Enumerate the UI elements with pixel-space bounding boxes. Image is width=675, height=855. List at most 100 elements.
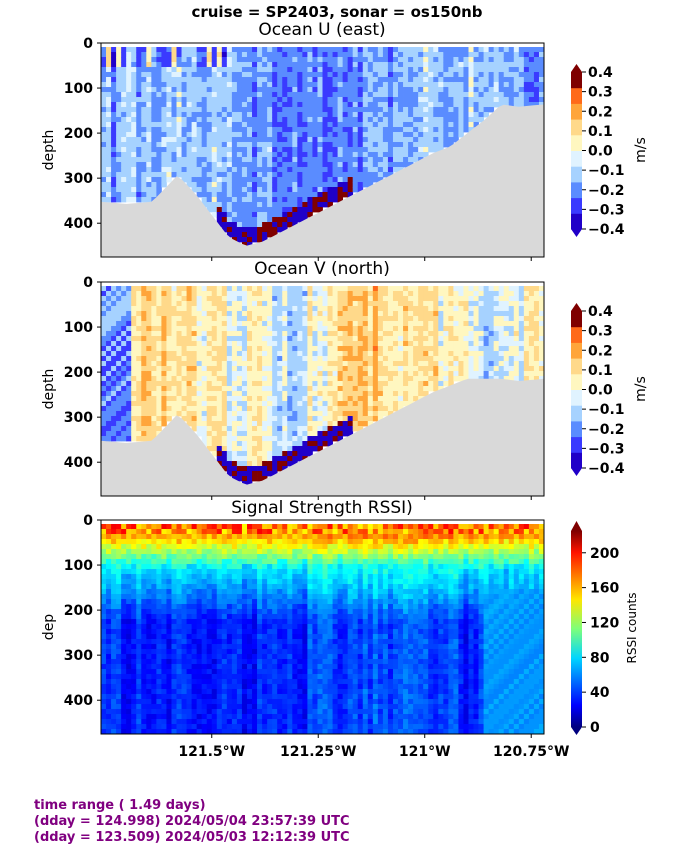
data-cell (116, 142, 122, 148)
data-cell (408, 356, 414, 362)
data-cell (423, 107, 429, 113)
data-cell (342, 311, 349, 317)
data-cell (287, 147, 293, 153)
data-cell (221, 187, 228, 193)
data-cell (367, 52, 374, 58)
data-cell (156, 396, 162, 402)
data-cell (312, 406, 318, 412)
data-cell (332, 142, 338, 148)
data-cell (418, 77, 424, 83)
data-cell (413, 97, 419, 103)
data-cell (312, 122, 318, 128)
data-cell (111, 152, 117, 158)
data-cell (438, 381, 444, 387)
data-cell (246, 441, 253, 447)
data-cell (246, 67, 253, 73)
data-cell (292, 301, 298, 307)
data-cell (297, 162, 303, 168)
data-cell (292, 117, 298, 123)
data-cell (236, 381, 243, 387)
data-cell (433, 326, 439, 332)
data-cell (287, 167, 293, 173)
data-cell (211, 202, 218, 208)
data-cell (206, 57, 213, 63)
data-cell (423, 127, 429, 133)
data-cell (236, 406, 243, 412)
data-cell (352, 336, 359, 342)
data-cell (241, 137, 248, 143)
data-cell (211, 436, 218, 442)
data-cell (443, 316, 449, 322)
data-cell (191, 82, 198, 88)
data-cell (231, 157, 238, 163)
data-cell (463, 326, 469, 332)
data-cell (458, 77, 464, 83)
data-cell (327, 391, 333, 397)
data-cell (156, 117, 162, 123)
data-cell (196, 182, 203, 188)
data-cell (287, 122, 293, 128)
data-cell (262, 451, 268, 457)
data-cell (347, 321, 354, 327)
data-cell (181, 77, 187, 83)
data-cell (196, 401, 203, 407)
data-cell (322, 301, 328, 307)
data-cell (322, 112, 328, 118)
data-cell (518, 82, 525, 88)
data-cell (126, 132, 132, 138)
data-cell (221, 341, 228, 347)
data-cell (473, 356, 479, 362)
data-cell (196, 351, 203, 357)
data-cell (327, 376, 333, 382)
data-cell (538, 366, 545, 372)
data-cell (418, 52, 424, 58)
data-cell (478, 72, 484, 78)
data-cell (166, 112, 172, 118)
data-cell (277, 391, 283, 397)
data-cell (226, 157, 233, 163)
data-cell (262, 386, 268, 392)
data-cell (403, 356, 409, 362)
data-cell (478, 346, 484, 352)
data-cell (287, 177, 293, 183)
data-cell (161, 172, 167, 178)
data-cell (252, 361, 258, 367)
data-cell (332, 132, 338, 138)
data-cell (282, 102, 288, 108)
data-cell (468, 296, 474, 302)
data-cell (257, 152, 263, 158)
data-cell (352, 137, 359, 143)
data-cell (176, 386, 182, 392)
data-cell (236, 296, 243, 302)
data-cell (538, 296, 545, 302)
data-cell (337, 92, 344, 98)
data-cell (151, 346, 157, 352)
data-cell (357, 47, 364, 53)
data-cell (423, 87, 429, 93)
data-cell (262, 416, 268, 422)
data-cell (297, 157, 303, 163)
data-cell (246, 411, 253, 417)
data-cell (382, 102, 389, 108)
data-cell (126, 147, 132, 153)
data-cell (176, 92, 182, 98)
data-cell (231, 296, 238, 302)
data-cell (106, 107, 112, 113)
data-cell (257, 187, 263, 193)
data-cell (428, 112, 434, 118)
data-cell (181, 316, 187, 322)
data-cell (483, 361, 490, 367)
data-cell (523, 77, 530, 83)
data-cell (352, 346, 359, 352)
data-cell (312, 381, 318, 387)
data-cell (226, 461, 233, 467)
data-cell (508, 361, 515, 367)
data-cell (226, 296, 233, 302)
data-cell (418, 92, 424, 98)
data-cell (297, 406, 303, 412)
data-cell (171, 371, 177, 377)
data-cell (231, 326, 238, 332)
data-cell (201, 291, 208, 297)
data-cell (116, 316, 122, 322)
data-cell (252, 222, 258, 228)
